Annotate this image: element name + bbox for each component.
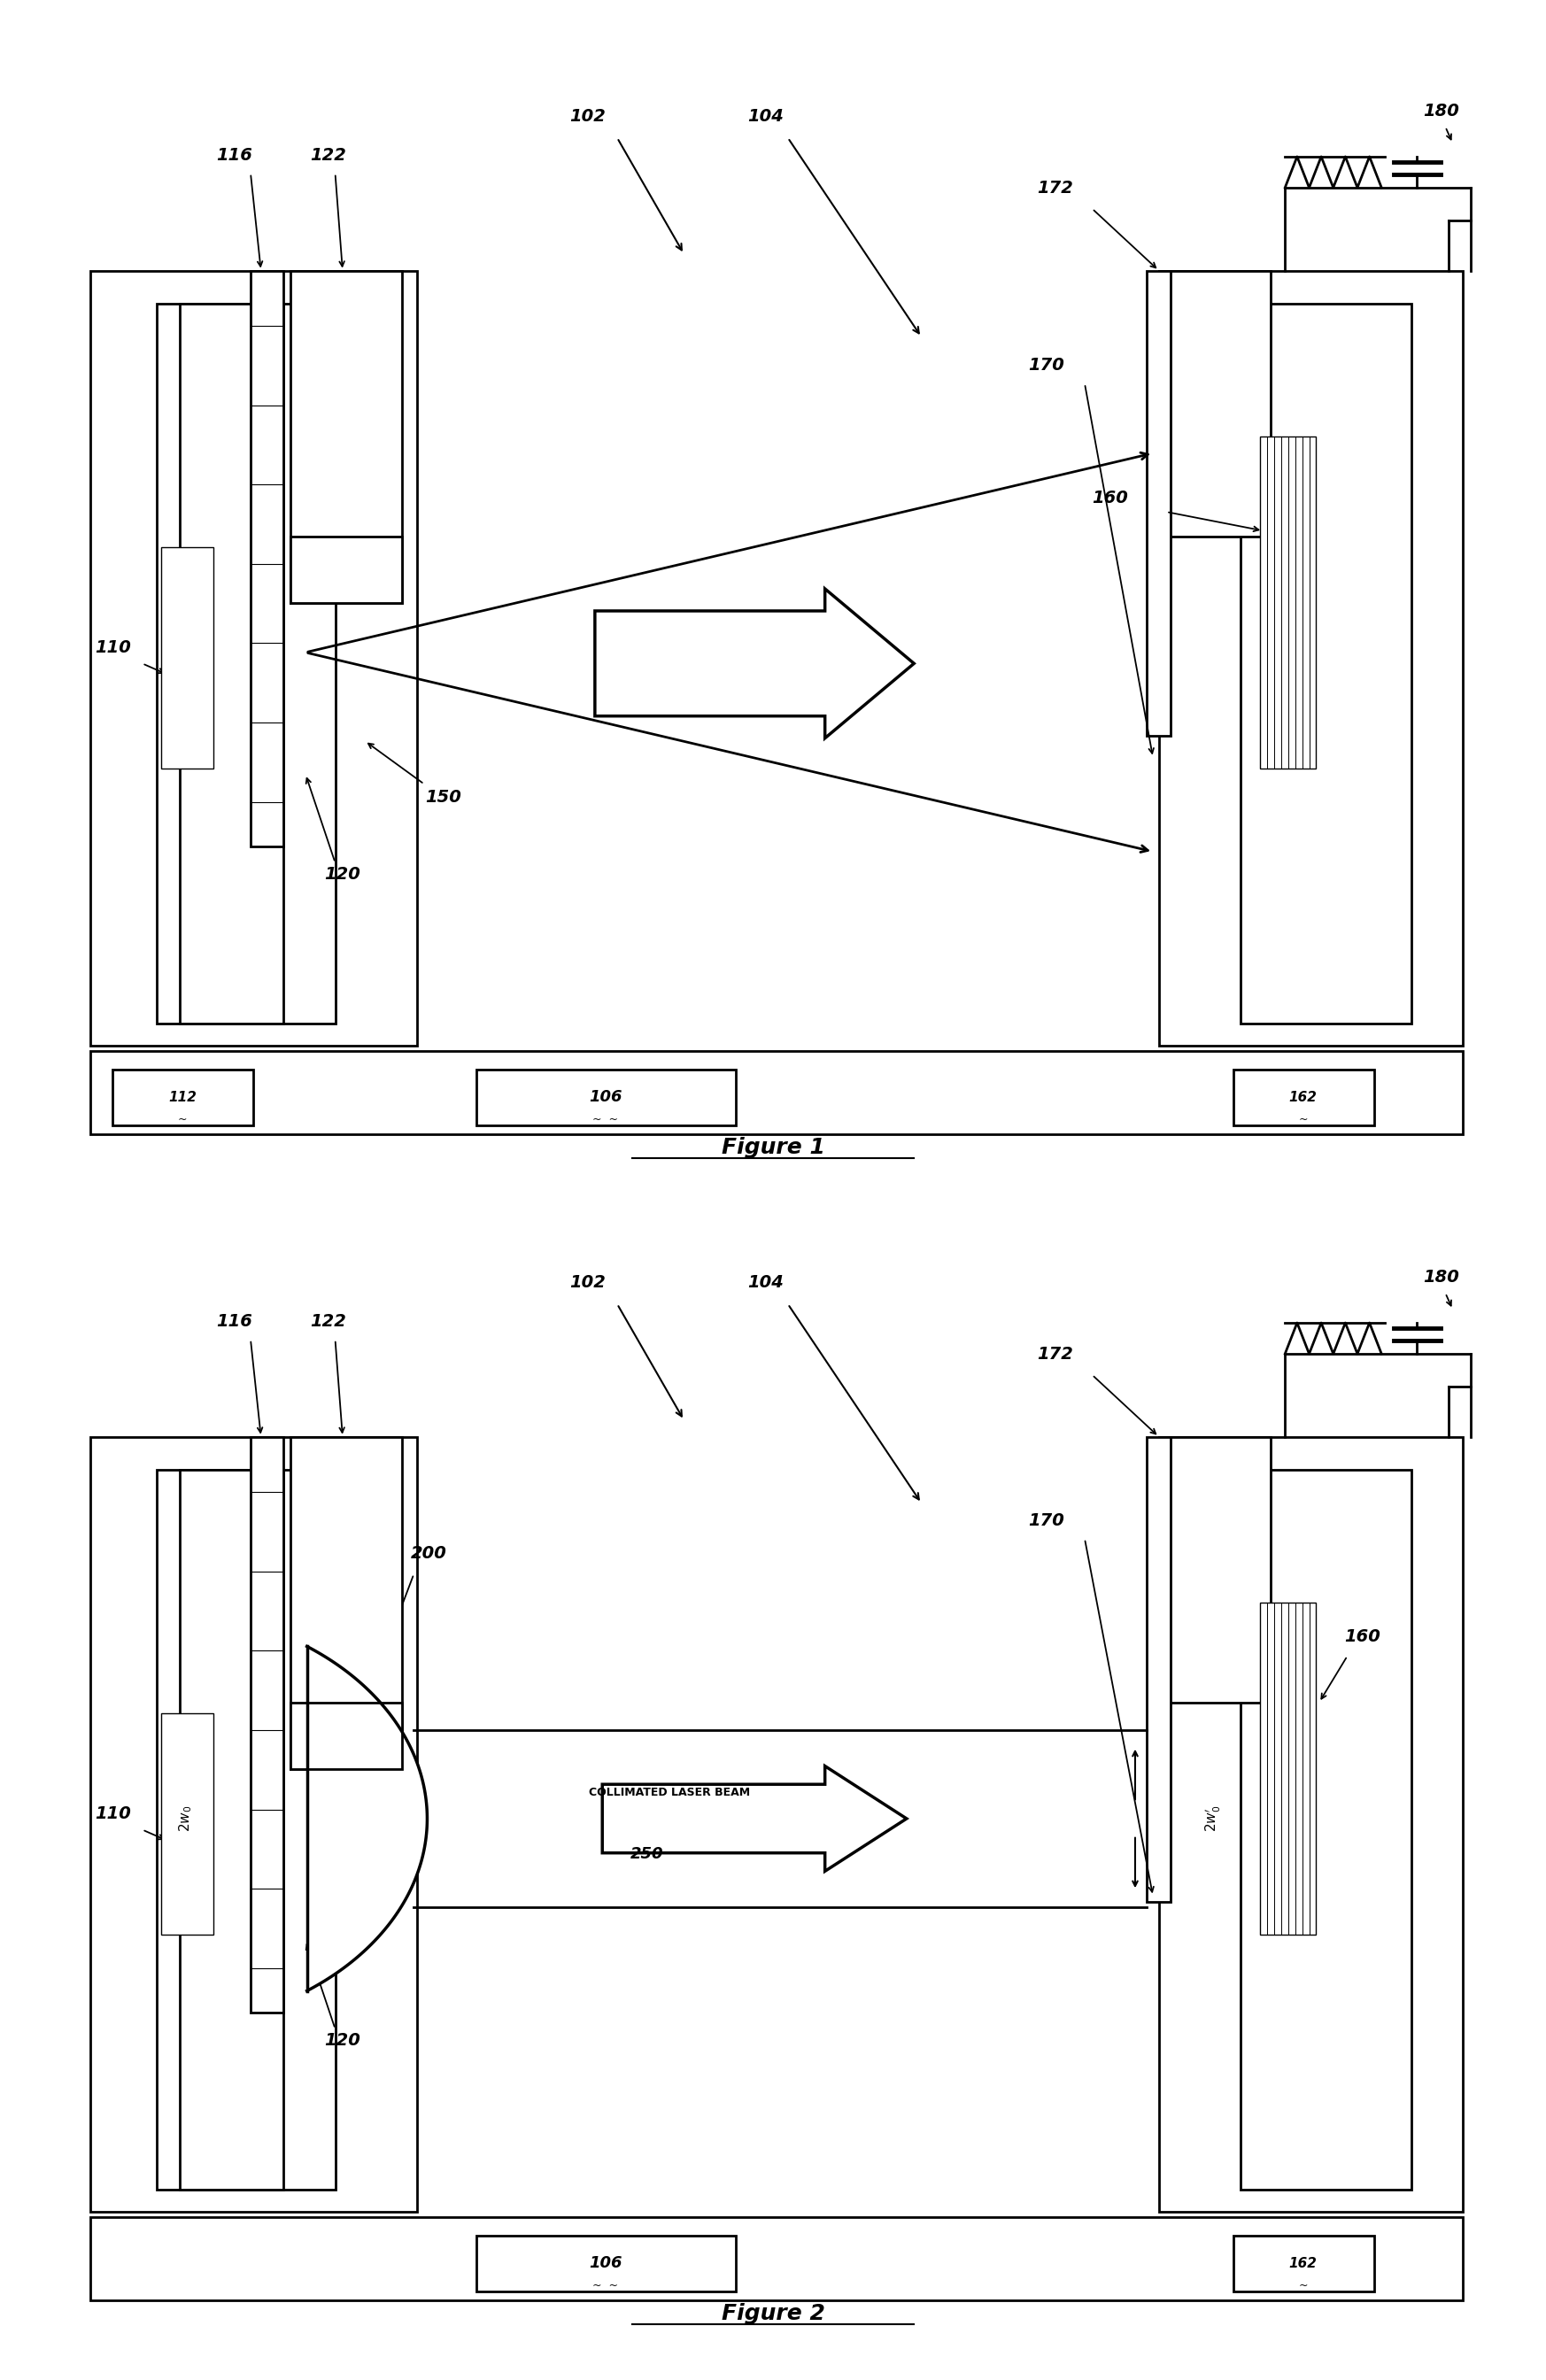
Text: 116: 116 — [216, 1314, 252, 1330]
Text: Figure 2: Figure 2 — [722, 2304, 824, 2325]
Text: 120: 120 — [325, 866, 360, 883]
Text: 170: 170 — [1028, 357, 1065, 374]
Bar — [158, 305, 335, 1023]
Text: ~  ~: ~ ~ — [592, 1114, 618, 1126]
Text: 122: 122 — [309, 148, 346, 164]
Text: 160: 160 — [1345, 1628, 1381, 1645]
Text: 116: 116 — [216, 148, 252, 164]
Bar — [1160, 271, 1463, 1045]
Bar — [1160, 1438, 1271, 1702]
Bar — [1234, 1069, 1374, 1126]
Text: 104: 104 — [747, 107, 784, 124]
Text: 104: 104 — [747, 1273, 784, 1290]
Text: 106: 106 — [589, 1090, 621, 1104]
Text: 180: 180 — [1422, 102, 1459, 119]
Text: ~: ~ — [178, 1114, 187, 1126]
Bar — [291, 1438, 402, 1768]
Bar — [250, 271, 283, 845]
Text: 106: 106 — [589, 2256, 621, 2271]
Text: 112: 112 — [169, 1090, 196, 1104]
Bar — [291, 271, 402, 602]
Text: 110: 110 — [94, 640, 131, 657]
Bar — [90, 271, 417, 1045]
Text: $2w_0$: $2w_0$ — [176, 1804, 193, 1833]
Text: 200: 200 — [411, 1545, 447, 1561]
Polygon shape — [308, 1647, 427, 1990]
Text: 160: 160 — [1091, 490, 1129, 507]
Text: COLLIMATED LASER BEAM: COLLIMATED LASER BEAM — [589, 1787, 750, 1799]
Bar — [90, 1438, 417, 2211]
Bar — [158, 1471, 335, 2190]
Bar — [1260, 1602, 1316, 1935]
Text: Figure 1: Figure 1 — [722, 1138, 824, 1159]
Text: 172: 172 — [1037, 1347, 1073, 1364]
Bar — [476, 1069, 736, 1126]
Bar — [1147, 271, 1170, 735]
Text: 102: 102 — [569, 107, 606, 124]
Bar — [291, 536, 402, 602]
Bar — [90, 1052, 1463, 1133]
Text: ~  ~: ~ ~ — [592, 2280, 618, 2292]
Text: 170: 170 — [1028, 1511, 1065, 1528]
Text: 120: 120 — [325, 2033, 360, 2049]
Bar — [90, 2218, 1463, 2299]
Bar — [161, 547, 213, 769]
Bar — [1260, 436, 1316, 769]
Text: $2w_0'$: $2w_0'$ — [1204, 1804, 1223, 1833]
Bar — [291, 1702, 402, 1768]
Text: 162: 162 — [1289, 1090, 1317, 1104]
Text: 250: 250 — [631, 1847, 663, 1861]
Text: 110: 110 — [94, 1806, 131, 1823]
Bar — [1160, 271, 1271, 535]
Bar — [476, 2235, 736, 2292]
Bar — [161, 1714, 213, 1935]
Bar — [1160, 1438, 1463, 2211]
Text: ~: ~ — [1299, 2280, 1308, 2292]
Bar — [250, 1438, 283, 2013]
Text: ~: ~ — [1299, 1114, 1308, 1126]
Text: 162: 162 — [1289, 2256, 1317, 2271]
Text: 102: 102 — [569, 1273, 606, 1290]
Bar — [1147, 1438, 1170, 1902]
Bar — [179, 1471, 283, 2190]
Text: 150: 150 — [425, 788, 462, 804]
Bar — [1240, 305, 1411, 1023]
Text: 122: 122 — [309, 1314, 346, 1330]
Bar — [113, 1069, 254, 1126]
Bar — [1234, 2235, 1374, 2292]
Text: 172: 172 — [1037, 181, 1073, 198]
Text: 180: 180 — [1422, 1269, 1459, 1285]
Bar — [179, 305, 283, 1023]
Bar — [1240, 1471, 1411, 2190]
